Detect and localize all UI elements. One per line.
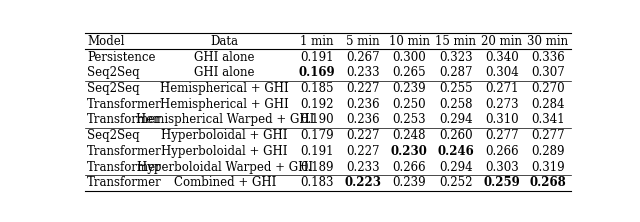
Text: Model: Model: [87, 35, 124, 48]
Text: 0.310: 0.310: [485, 113, 518, 127]
Text: 0.284: 0.284: [531, 98, 564, 111]
Text: Combined + GHI: Combined + GHI: [173, 176, 276, 189]
Text: 0.255: 0.255: [439, 82, 472, 95]
Text: 0.236: 0.236: [346, 113, 380, 127]
Text: 0.271: 0.271: [485, 82, 518, 95]
Text: 0.268: 0.268: [529, 176, 566, 189]
Text: Seq2Seq: Seq2Seq: [87, 129, 140, 142]
Text: 0.266: 0.266: [392, 161, 426, 174]
Text: GHI alone: GHI alone: [195, 66, 255, 79]
Text: 30 min: 30 min: [527, 35, 568, 48]
Text: 0.189: 0.189: [300, 161, 334, 174]
Text: 10 min: 10 min: [389, 35, 430, 48]
Text: 0.250: 0.250: [392, 98, 426, 111]
Text: 0.277: 0.277: [531, 129, 564, 142]
Text: 0.270: 0.270: [531, 82, 564, 95]
Text: 0.289: 0.289: [531, 145, 564, 158]
Text: 0.304: 0.304: [485, 66, 518, 79]
Text: 0.307: 0.307: [531, 66, 565, 79]
Text: 0.185: 0.185: [300, 82, 334, 95]
Text: 0.267: 0.267: [346, 51, 380, 63]
Text: Transformer: Transformer: [87, 176, 162, 189]
Text: 0.303: 0.303: [485, 161, 518, 174]
Text: 5 min: 5 min: [346, 35, 380, 48]
Text: 0.233: 0.233: [346, 161, 380, 174]
Text: Hemispherical + GHI: Hemispherical + GHI: [161, 98, 289, 111]
Text: 0.323: 0.323: [439, 51, 472, 63]
Text: 0.239: 0.239: [392, 176, 426, 189]
Text: Persistence: Persistence: [87, 51, 156, 63]
Text: Seq2Seq: Seq2Seq: [87, 66, 140, 79]
Text: 0.239: 0.239: [392, 82, 426, 95]
Text: Seq2Seq: Seq2Seq: [87, 82, 140, 95]
Text: Transformer: Transformer: [87, 113, 162, 127]
Text: Transformer: Transformer: [87, 161, 162, 174]
Text: Hemispherical + GHI: Hemispherical + GHI: [161, 82, 289, 95]
Text: 0.230: 0.230: [391, 145, 428, 158]
Text: 0.223: 0.223: [345, 176, 381, 189]
Text: 0.227: 0.227: [346, 82, 380, 95]
Text: 0.294: 0.294: [439, 113, 472, 127]
Text: Hyperboloidal + GHI: Hyperboloidal + GHI: [161, 129, 288, 142]
Text: 0.227: 0.227: [346, 145, 380, 158]
Text: 0.340: 0.340: [485, 51, 518, 63]
Text: 0.260: 0.260: [439, 129, 472, 142]
Text: 0.190: 0.190: [300, 113, 334, 127]
Text: 0.192: 0.192: [300, 98, 334, 111]
Text: 0.266: 0.266: [485, 145, 518, 158]
Text: 0.179: 0.179: [300, 129, 334, 142]
Text: Hyperboloidal + GHI: Hyperboloidal + GHI: [161, 145, 288, 158]
Text: 0.273: 0.273: [485, 98, 518, 111]
Text: 0.236: 0.236: [346, 98, 380, 111]
Text: Transformer: Transformer: [87, 145, 162, 158]
Text: 0.265: 0.265: [392, 66, 426, 79]
Text: 0.227: 0.227: [346, 129, 380, 142]
Text: 0.341: 0.341: [531, 113, 564, 127]
Text: 15 min: 15 min: [435, 35, 476, 48]
Text: 0.191: 0.191: [300, 145, 334, 158]
Text: 0.287: 0.287: [439, 66, 472, 79]
Text: 0.183: 0.183: [300, 176, 334, 189]
Text: Hyperboloidal Warped + GHI: Hyperboloidal Warped + GHI: [137, 161, 313, 174]
Text: 0.191: 0.191: [300, 51, 334, 63]
Text: 0.252: 0.252: [439, 176, 472, 189]
Text: 0.253: 0.253: [392, 113, 426, 127]
Text: 20 min: 20 min: [481, 35, 522, 48]
Text: 0.336: 0.336: [531, 51, 565, 63]
Text: 0.294: 0.294: [439, 161, 472, 174]
Text: 0.248: 0.248: [393, 129, 426, 142]
Text: Transformer: Transformer: [87, 98, 162, 111]
Text: Data: Data: [211, 35, 239, 48]
Text: 1 min: 1 min: [300, 35, 334, 48]
Text: 0.246: 0.246: [437, 145, 474, 158]
Text: Hemispherical Warped + GHI: Hemispherical Warped + GHI: [136, 113, 314, 127]
Text: 0.277: 0.277: [485, 129, 518, 142]
Text: 0.233: 0.233: [346, 66, 380, 79]
Text: GHI alone: GHI alone: [195, 51, 255, 63]
Text: 0.258: 0.258: [439, 98, 472, 111]
Text: 0.300: 0.300: [392, 51, 426, 63]
Text: 0.259: 0.259: [483, 176, 520, 189]
Text: 0.169: 0.169: [299, 66, 335, 79]
Text: 0.319: 0.319: [531, 161, 564, 174]
